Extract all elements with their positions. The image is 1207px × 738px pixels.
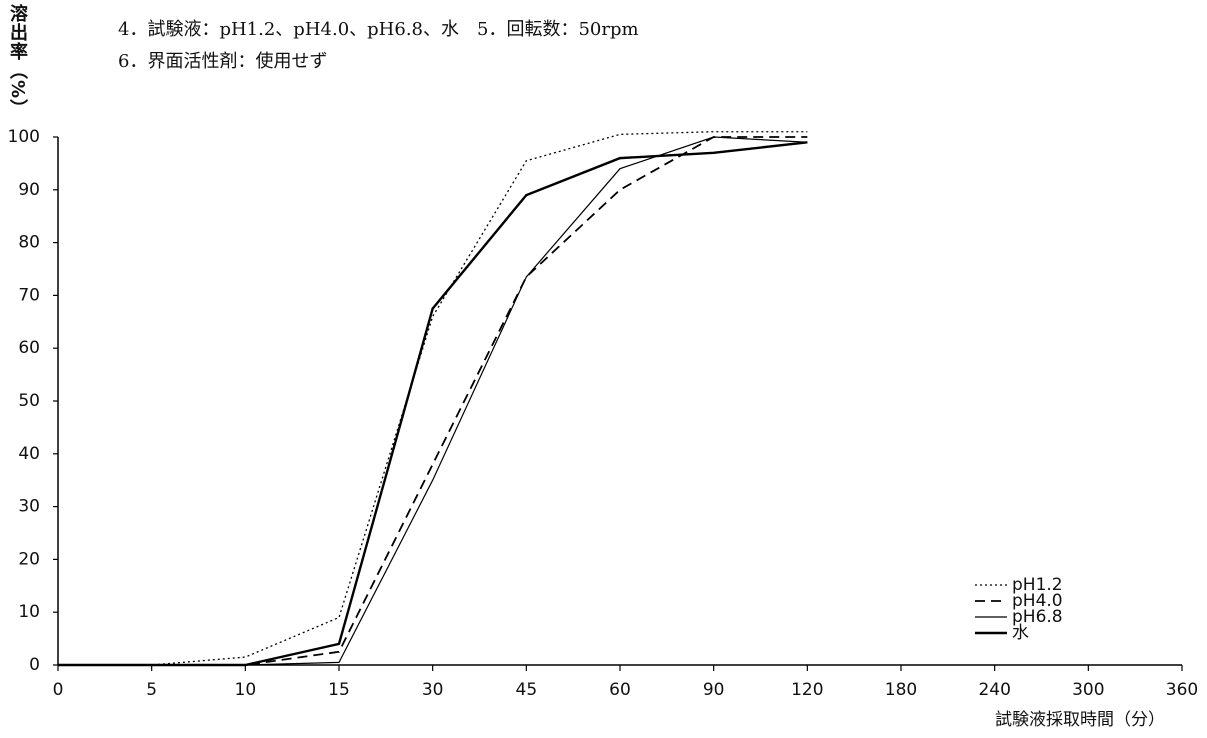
line <box>58 131 808 666</box>
legend-label: pH4.0 <box>1012 591 1063 611</box>
x-tick-label: 240 <box>978 680 1010 700</box>
x-tick-label: 15 <box>328 680 350 700</box>
note: 4．試験液：pH1.2、pH4.0、pH6.8、水 5．回転数：50rpm <box>118 19 639 40</box>
x-tick-label: 30 <box>422 680 444 700</box>
x-tick-label: 120 <box>791 680 823 700</box>
legend-label: 水 <box>1012 623 1029 643</box>
line <box>58 141 808 667</box>
x-tick-label: 90 <box>703 680 725 700</box>
legend-label: pH1.2 <box>1012 575 1063 595</box>
x-axis-label: 試験液採取時間（分） <box>995 710 1165 730</box>
y-tick-label: 10 <box>18 602 40 622</box>
y-axis-label: 溶出率（%） <box>7 4 28 119</box>
x-tick-label: 300 <box>1072 680 1104 700</box>
x-tick-label: 360 <box>1166 680 1198 700</box>
y-tick-label: 90 <box>18 180 40 200</box>
y-tick-label: 50 <box>18 391 40 411</box>
y-tick-label: 70 <box>18 285 40 305</box>
y-tick-label: 30 <box>18 497 40 517</box>
x-tick-label: 10 <box>235 680 257 700</box>
y-tick-label: 40 <box>18 444 40 464</box>
x-tick-label: 60 <box>609 680 631 700</box>
x-tick-label: 5 <box>146 680 157 700</box>
x-tick-label: 180 <box>885 680 917 700</box>
line <box>58 136 808 666</box>
y-tick-label: 100 <box>8 127 40 147</box>
note: 6．界面活性剤：使用せず <box>118 51 327 72</box>
y-tick-label: 80 <box>18 233 40 253</box>
y-tick-label: 20 <box>18 549 40 569</box>
y-tick-label: 0 <box>29 655 40 675</box>
x-tick-label: 0 <box>53 680 64 700</box>
line <box>58 136 808 666</box>
legend-label: pH6.8 <box>1012 607 1063 627</box>
y-tick-label: 60 <box>18 338 40 358</box>
x-tick-label: 45 <box>516 680 538 700</box>
